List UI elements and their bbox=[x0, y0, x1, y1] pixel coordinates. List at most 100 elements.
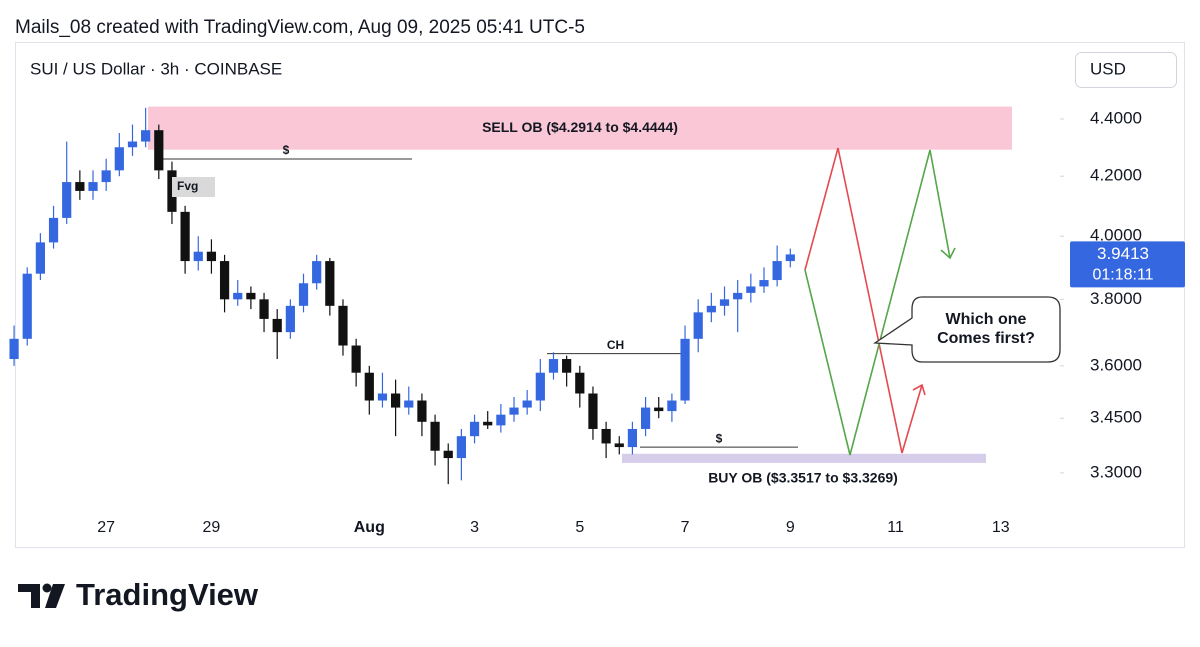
y-tick-label: 3.8000 bbox=[1090, 289, 1142, 308]
red-path bbox=[804, 147, 923, 454]
y-tick-label: 4.0000 bbox=[1090, 226, 1142, 245]
candle-body bbox=[483, 421, 493, 426]
order-block-label: BUY OB ($3.3517 to $3.3269) bbox=[708, 470, 898, 486]
candle-body bbox=[338, 305, 348, 346]
candle-body bbox=[9, 338, 19, 360]
y-tick-label: 4.2000 bbox=[1090, 166, 1142, 185]
candle-body bbox=[746, 286, 756, 293]
candle-body bbox=[456, 436, 466, 459]
x-tick-label: 29 bbox=[203, 519, 221, 536]
brand-logo bbox=[18, 583, 65, 608]
candle-body bbox=[759, 280, 769, 287]
candle-body bbox=[141, 130, 151, 142]
candle-body bbox=[312, 261, 322, 284]
candle-body bbox=[154, 130, 164, 171]
green-arrowhead bbox=[940, 247, 956, 260]
candle-body bbox=[785, 254, 795, 262]
candle-body bbox=[298, 283, 309, 306]
x-tick-label: 7 bbox=[681, 519, 690, 536]
y-tick-label: 4.4000 bbox=[1090, 108, 1142, 127]
candle-body bbox=[75, 182, 85, 191]
candle-body bbox=[719, 299, 730, 306]
level-label: $ bbox=[283, 143, 290, 157]
candle-body bbox=[733, 292, 743, 300]
x-tick-label: 5 bbox=[575, 519, 584, 536]
candle-body bbox=[680, 338, 690, 401]
candle-body bbox=[88, 182, 98, 191]
candle-body bbox=[627, 428, 638, 448]
candle-body bbox=[535, 372, 545, 401]
candle-body bbox=[640, 407, 651, 429]
candle-body bbox=[22, 273, 32, 339]
candle-body bbox=[325, 261, 335, 306]
candle-body bbox=[430, 421, 440, 451]
candle-body bbox=[693, 312, 703, 339]
candle-body bbox=[206, 251, 217, 262]
countdown: 01:18:11 bbox=[1092, 267, 1153, 284]
caption: Mails_08 created with TradingView.com, A… bbox=[15, 17, 585, 38]
candle-body bbox=[496, 414, 506, 426]
candle-body bbox=[417, 400, 427, 422]
currency-box[interactable] bbox=[1075, 52, 1177, 88]
callout-text: Comes first? bbox=[937, 330, 1035, 347]
plot: SELL OB ($4.2914 to $4.4444) BUY OB ($3.3… bbox=[9, 106, 1012, 486]
candle-body bbox=[667, 400, 677, 412]
candle-body bbox=[272, 318, 282, 333]
candle-body bbox=[588, 393, 598, 429]
candle-body bbox=[404, 400, 414, 408]
callout-bubble bbox=[873, 296, 1061, 363]
candle-body bbox=[443, 450, 453, 459]
candle-body bbox=[509, 407, 519, 415]
candle-body bbox=[219, 261, 230, 300]
candle-body bbox=[351, 345, 361, 373]
candle-body bbox=[35, 242, 45, 274]
candle-body bbox=[48, 217, 59, 243]
last-price: 3.9413 bbox=[1097, 244, 1149, 263]
order-block bbox=[622, 453, 986, 463]
candle-body bbox=[601, 428, 611, 444]
level-label: CH bbox=[607, 338, 624, 352]
candle-body bbox=[180, 211, 190, 262]
y-tick-label: 3.4500 bbox=[1090, 408, 1142, 427]
candle-body bbox=[101, 170, 111, 183]
candle-body bbox=[193, 251, 203, 262]
callout-text: Which one bbox=[946, 311, 1027, 328]
x-tick-label: 13 bbox=[992, 519, 1010, 536]
candle-body bbox=[469, 421, 480, 437]
x-tick-label: 27 bbox=[97, 519, 115, 536]
candle-body bbox=[391, 393, 401, 408]
candle-body bbox=[246, 292, 256, 300]
candle-body bbox=[114, 147, 124, 171]
candle-body bbox=[259, 299, 269, 319]
x-tick-label: Aug bbox=[354, 519, 385, 536]
candle-body bbox=[233, 292, 243, 300]
level-label: $ bbox=[716, 431, 723, 445]
candle-body bbox=[654, 407, 664, 412]
green-path bbox=[804, 149, 951, 456]
candle-body bbox=[127, 141, 138, 148]
currency: USD bbox=[1090, 59, 1126, 78]
y-tick-label: 3.6000 bbox=[1090, 355, 1142, 374]
order-block bbox=[148, 106, 1012, 150]
candle-body bbox=[167, 170, 177, 212]
candle-body bbox=[575, 372, 585, 394]
candle-body bbox=[62, 182, 72, 218]
x-tick-label: 3 bbox=[470, 519, 479, 536]
candle-body bbox=[364, 372, 374, 401]
candle-body bbox=[285, 305, 295, 333]
candle-body bbox=[614, 443, 624, 448]
x-tick-label: 11 bbox=[887, 519, 904, 536]
candle-body bbox=[522, 400, 532, 408]
price-box bbox=[1070, 241, 1185, 288]
candle-body bbox=[772, 261, 782, 281]
fvg-label: Fvg bbox=[177, 179, 198, 193]
y-tick-label: 3.3000 bbox=[1090, 462, 1142, 481]
x-tick-label: 9 bbox=[786, 519, 795, 536]
fvg-box bbox=[172, 177, 215, 197]
brand: TradingView bbox=[76, 577, 259, 612]
red-arrowhead bbox=[912, 383, 926, 396]
candle-body bbox=[706, 305, 716, 313]
candle-body bbox=[377, 393, 388, 401]
chart-frame bbox=[15, 42, 1185, 548]
